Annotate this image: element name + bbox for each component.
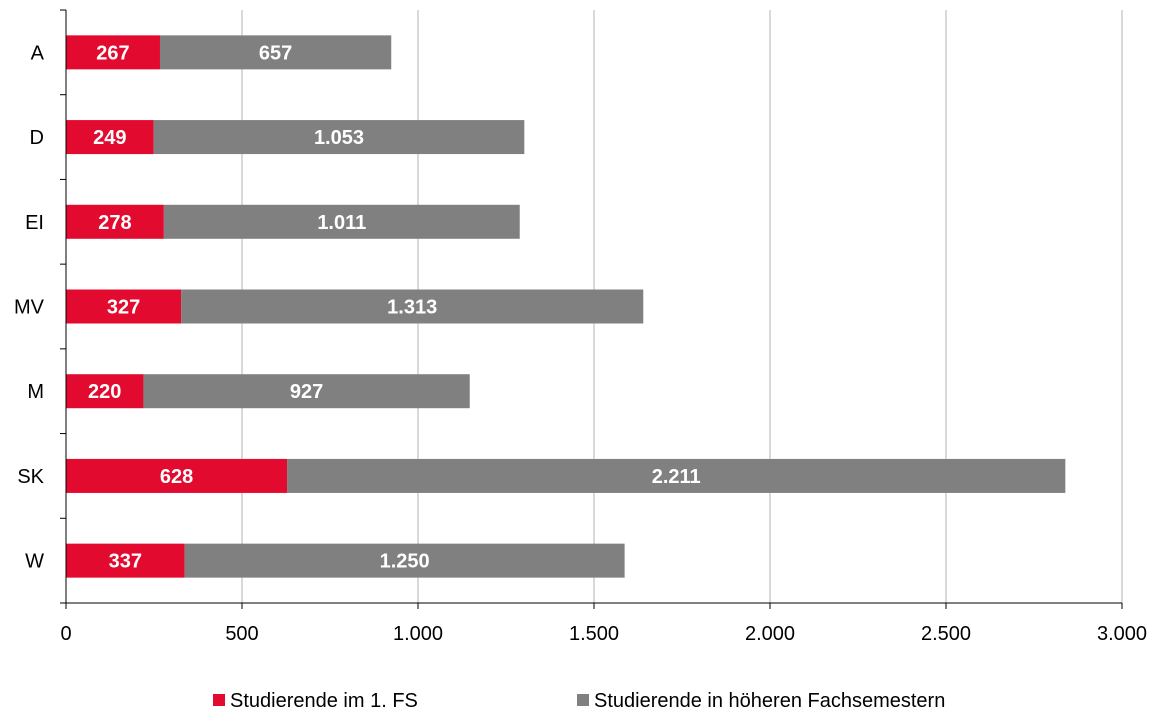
x-tick-label: 2.500 bbox=[921, 623, 971, 645]
x-tick-label: 3.000 bbox=[1097, 623, 1147, 645]
bar-segment bbox=[287, 458, 1066, 493]
bar-segment bbox=[159, 35, 392, 70]
data-label: 657 bbox=[259, 42, 292, 64]
category-label: W bbox=[25, 551, 44, 573]
data-label: 327 bbox=[107, 297, 140, 319]
data-label: 2.211 bbox=[652, 466, 701, 488]
bar-segment bbox=[181, 289, 644, 324]
legend-swatch bbox=[577, 694, 589, 706]
legend-label: Studierende in höheren Fachsemestern bbox=[594, 690, 945, 712]
axes bbox=[60, 9, 1123, 609]
category-label: A bbox=[31, 42, 45, 64]
category-label: EI bbox=[25, 212, 44, 234]
data-label: 628 bbox=[160, 466, 193, 488]
category-label: M bbox=[27, 381, 44, 403]
bar-segment bbox=[66, 120, 154, 155]
legend: Studierende im 1. FS Studierende in höher… bbox=[213, 690, 945, 712]
legend-swatch bbox=[213, 694, 225, 706]
category-label: MV bbox=[14, 297, 45, 319]
data-labels: 267 657 249 1.053 278 1.011 327 1.313 220 927 628 2… bbox=[88, 42, 701, 572]
bar-segment bbox=[163, 204, 520, 239]
data-label: 1.250 bbox=[380, 551, 430, 573]
x-tick-label: 500 bbox=[225, 623, 258, 645]
data-label: 337 bbox=[109, 551, 142, 573]
data-label: 278 bbox=[98, 212, 131, 234]
data-label: 267 bbox=[96, 42, 129, 64]
bars bbox=[66, 35, 1066, 578]
bar-segment bbox=[153, 120, 525, 155]
data-label: 1.313 bbox=[387, 297, 437, 319]
bar-segment bbox=[66, 374, 144, 409]
bar-segment bbox=[66, 543, 185, 578]
category-label: SK bbox=[17, 466, 44, 488]
bar-segment bbox=[66, 204, 164, 239]
x-tick-label: 1.500 bbox=[569, 623, 619, 645]
x-tick-labels: 0 500 1.000 1.500 2.000 2.500 3.000 bbox=[60, 623, 1147, 645]
data-label: 1.053 bbox=[314, 127, 364, 149]
x-tick-label: 0 bbox=[60, 623, 71, 645]
bar-segment bbox=[66, 289, 182, 324]
x-tick-label: 2.000 bbox=[745, 623, 795, 645]
data-label: 1.011 bbox=[317, 212, 366, 234]
category-labels: A D EI MV M SK W bbox=[14, 42, 45, 572]
bar-segment bbox=[184, 543, 625, 578]
data-label: 927 bbox=[290, 381, 323, 403]
category-label: D bbox=[30, 127, 44, 149]
legend-label: Studierende im 1. FS bbox=[230, 690, 418, 712]
data-label: 249 bbox=[93, 127, 126, 149]
data-label: 220 bbox=[88, 381, 121, 403]
bar-segment bbox=[66, 35, 160, 70]
bar-segment bbox=[66, 458, 288, 493]
bar-segment bbox=[143, 374, 470, 409]
x-tick-label: 1.000 bbox=[393, 623, 443, 645]
